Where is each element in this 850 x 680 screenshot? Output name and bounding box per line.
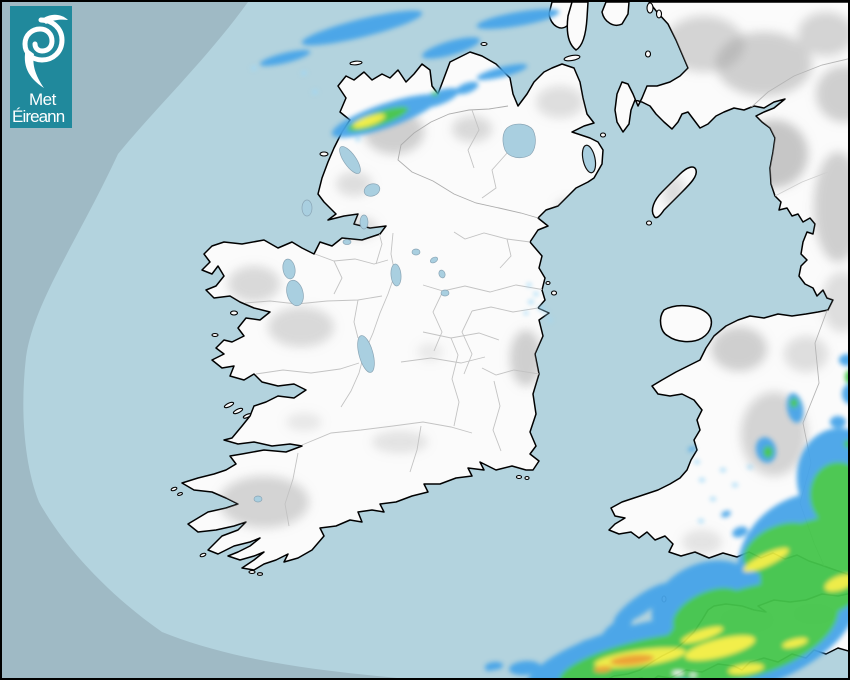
radar-cell-moderate [845, 370, 848, 384]
radar-cell-trace [543, 311, 549, 315]
anglesey [659, 304, 713, 343]
radar-cell-trace [524, 311, 528, 315]
radar-cell-trace [251, 65, 257, 71]
radar-cell-light [259, 50, 311, 66]
radar-cell-light [476, 8, 560, 30]
radar-cell-moderate [790, 398, 798, 408]
radar-cell-light [485, 667, 493, 671]
radar-cell-light [509, 660, 541, 676]
upper-lough-erne [363, 183, 381, 197]
kintyre [566, 2, 589, 51]
county-boundaries [244, 57, 848, 569]
radar-cell-trace [720, 468, 726, 472]
radar-cell-trace [355, 136, 361, 142]
radar-cell-light [721, 510, 731, 518]
radar-cell-sleet [672, 671, 684, 675]
radar-cell-light [732, 526, 748, 538]
lough-allen [359, 214, 369, 230]
radar-cell-heavy [352, 114, 386, 128]
radar-cell-light [688, 446, 696, 452]
lough-mask [282, 258, 296, 280]
radar-cell-trace [526, 283, 532, 287]
radar-cell-trace [694, 460, 700, 464]
lough-corrib [286, 279, 304, 307]
radar-cell-heavy [743, 548, 789, 572]
radar-cell-heavy [728, 663, 764, 675]
radar-cell-trace [732, 483, 738, 487]
radar-cell-light [417, 88, 459, 108]
radar-cell-heavy [824, 574, 848, 592]
radar-cell-trace [312, 89, 318, 95]
radar-cell-trace [301, 70, 307, 76]
radar-cell-trace [533, 292, 539, 296]
radar-cell-trace [710, 497, 716, 501]
radar-cell-heavy [782, 638, 808, 648]
met-eireann-logo: Met Éireann [10, 6, 72, 128]
radar-cell-intense [594, 665, 612, 673]
radar-cell-light [476, 64, 528, 80]
radar-cell-light [830, 416, 846, 428]
radar-cell-intense [610, 654, 654, 666]
lough-neagh [502, 123, 536, 159]
radar-cell-trace [548, 318, 552, 322]
radar-cell-trace [538, 305, 544, 311]
radar-cell-moderate [809, 462, 848, 530]
logo-text-line2: Éireann [12, 107, 65, 126]
radar-cell-light [579, 639, 593, 649]
radar-cell-light [455, 81, 479, 95]
radar-cell-light [842, 384, 848, 404]
radar-cell-moderate [432, 91, 438, 97]
radar-cell-trace [528, 300, 534, 304]
radar-cell-sleet [689, 673, 697, 677]
lough-conn [301, 199, 313, 217]
radar-cell-light [301, 10, 423, 46]
radar-cell-heavy [685, 635, 755, 661]
ireland-landmass [181, 51, 604, 571]
radar-cell-light [422, 37, 480, 59]
radar-cell-trace [699, 478, 705, 482]
radar-cell-light [564, 652, 580, 664]
strangford-lough [581, 144, 597, 174]
radar-cell-trace [747, 465, 753, 469]
lakes [253, 123, 597, 503]
lough-ree [390, 263, 402, 287]
radar-cell-trace [698, 519, 704, 523]
radar-cell-heavy [681, 626, 723, 644]
lough-derg [357, 335, 375, 373]
radar-cell-light [839, 354, 848, 366]
met-eireann-swirl-icon [22, 14, 68, 88]
lower-lough-erne [339, 146, 361, 174]
radar-cell-light [613, 583, 671, 625]
precipitation-layer [251, 8, 848, 678]
radar-cell-moderate [763, 446, 773, 458]
arran [601, 2, 630, 26]
logo-text-line1: Met [29, 90, 56, 109]
radar-cell-moderate [672, 587, 744, 637]
radar-cell-moderate [844, 440, 848, 448]
